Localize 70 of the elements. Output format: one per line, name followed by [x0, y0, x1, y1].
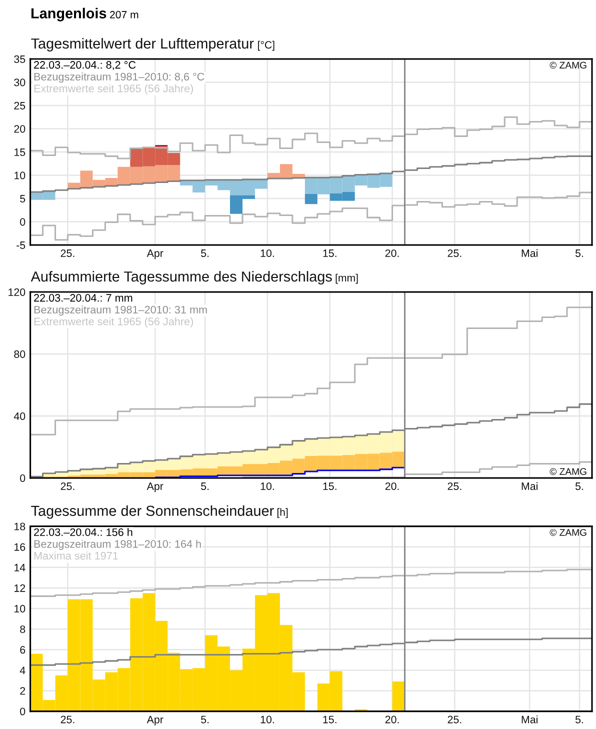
y-tick-label: 18 [14, 522, 26, 530]
x-tick-label: 25. [448, 249, 462, 258]
x-tick-label: 25. [60, 249, 74, 258]
annotation: © ZAMG [550, 468, 586, 475]
y-tick-label: 15 [14, 148, 26, 156]
y-tick-label: -5 [16, 242, 26, 249]
x-tick-label: 25. [448, 716, 462, 724]
y-tick-label: 14 [14, 564, 26, 572]
y-tick-label: 20 [14, 125, 26, 133]
x-tick-label: 25. [60, 716, 74, 724]
y-axis-title: [h] [277, 508, 288, 518]
y-tick-label: 35 [14, 55, 26, 63]
x-tick-label: Apr [146, 716, 164, 726]
text: Langenlois [31, 8, 106, 22]
y-tick-label: 16 [14, 543, 26, 551]
y-tick-label: 30 [14, 78, 26, 86]
y-tick-label: 12 [14, 584, 26, 592]
x-tick-label: Mai [522, 482, 538, 490]
y-tick-label: 5 [20, 195, 26, 202]
x-tick-label: 10. [260, 716, 274, 724]
y-tick-label: 4 [20, 666, 26, 674]
x-tick-label: 25. [60, 482, 74, 490]
x-tick-label: 15. [323, 250, 336, 258]
x-tick-label: Apr [146, 482, 164, 492]
y-tick-label: 8 [20, 625, 26, 634]
y-tick-label: 2 [20, 687, 26, 695]
x-tick-label: 10. [260, 249, 274, 258]
chart-title: Aufsummierte Tagessumme des Niederschlags [30, 271, 332, 284]
y-tick-label: 10 [14, 172, 26, 180]
x-tick-label: 5. [201, 250, 209, 258]
x-tick-label: Mai [522, 249, 538, 258]
x-tick-label: 5. [575, 716, 583, 724]
annotation: 22.03.–20.04.: 7 mm [34, 294, 132, 302]
annotation: © ZAMG [550, 529, 586, 536]
y-tick-label: 6 [20, 646, 26, 654]
chart-title: Tagessumme der Sonnenscheindauer [31, 505, 274, 519]
annotation: Extremwerte seit 1965 (56 Jahre) [34, 84, 193, 94]
x-tick-label: 20. [385, 482, 399, 490]
annotation: Bezugszeitraum 1981–2010: 164 h [34, 540, 201, 550]
x-tick-label: 5. [575, 250, 583, 258]
text: 207 m [110, 10, 138, 18]
x-tick-label: 20. [385, 249, 399, 258]
y-axis-title: [°C] [258, 40, 274, 51]
annotation: Maxima seit 1971 [34, 552, 118, 560]
annotation: 22.03.–20.04.: 156 h [34, 528, 132, 536]
y-axis-title: [mm] [336, 274, 358, 284]
x-tick-label: 15. [323, 482, 336, 490]
y-tick-label: 120 [8, 288, 26, 296]
y-tick-label: 0 [20, 708, 26, 716]
y-tick-label: 10 [14, 604, 26, 613]
y-tick-label: 25 [14, 102, 26, 110]
y-tick-label: 40 [14, 412, 26, 420]
x-tick-label: Mai [522, 715, 538, 724]
y-tick-label: 0 [20, 218, 26, 226]
x-tick-label: 10. [260, 482, 274, 490]
x-tick-label: 15. [323, 716, 336, 724]
x-tick-label: 5. [575, 482, 583, 490]
x-tick-label: Apr [146, 250, 164, 260]
chart-title: Tagesmittelwert der Lufttemperatur [31, 38, 254, 52]
y-tick-label: 80 [14, 350, 26, 358]
x-tick-label: 5. [201, 716, 209, 724]
annotation: Extremwerte seit 1965 (56 Jahre) [34, 317, 193, 328]
x-tick-label: 20. [385, 716, 399, 724]
annotation: Bezugszeitraum 1981–2010: 8,6 °C [34, 72, 204, 83]
annotation: © ZAMG [550, 62, 586, 69]
x-tick-label: 25. [448, 482, 462, 490]
y-tick-label: 0 [20, 474, 26, 482]
annotation: 22.03.–20.04.: 8,2 °C [34, 61, 136, 70]
x-tick-label: 5. [201, 482, 209, 490]
annotation: Bezugszeitraum 1981–2010: 31 mm [34, 306, 207, 316]
